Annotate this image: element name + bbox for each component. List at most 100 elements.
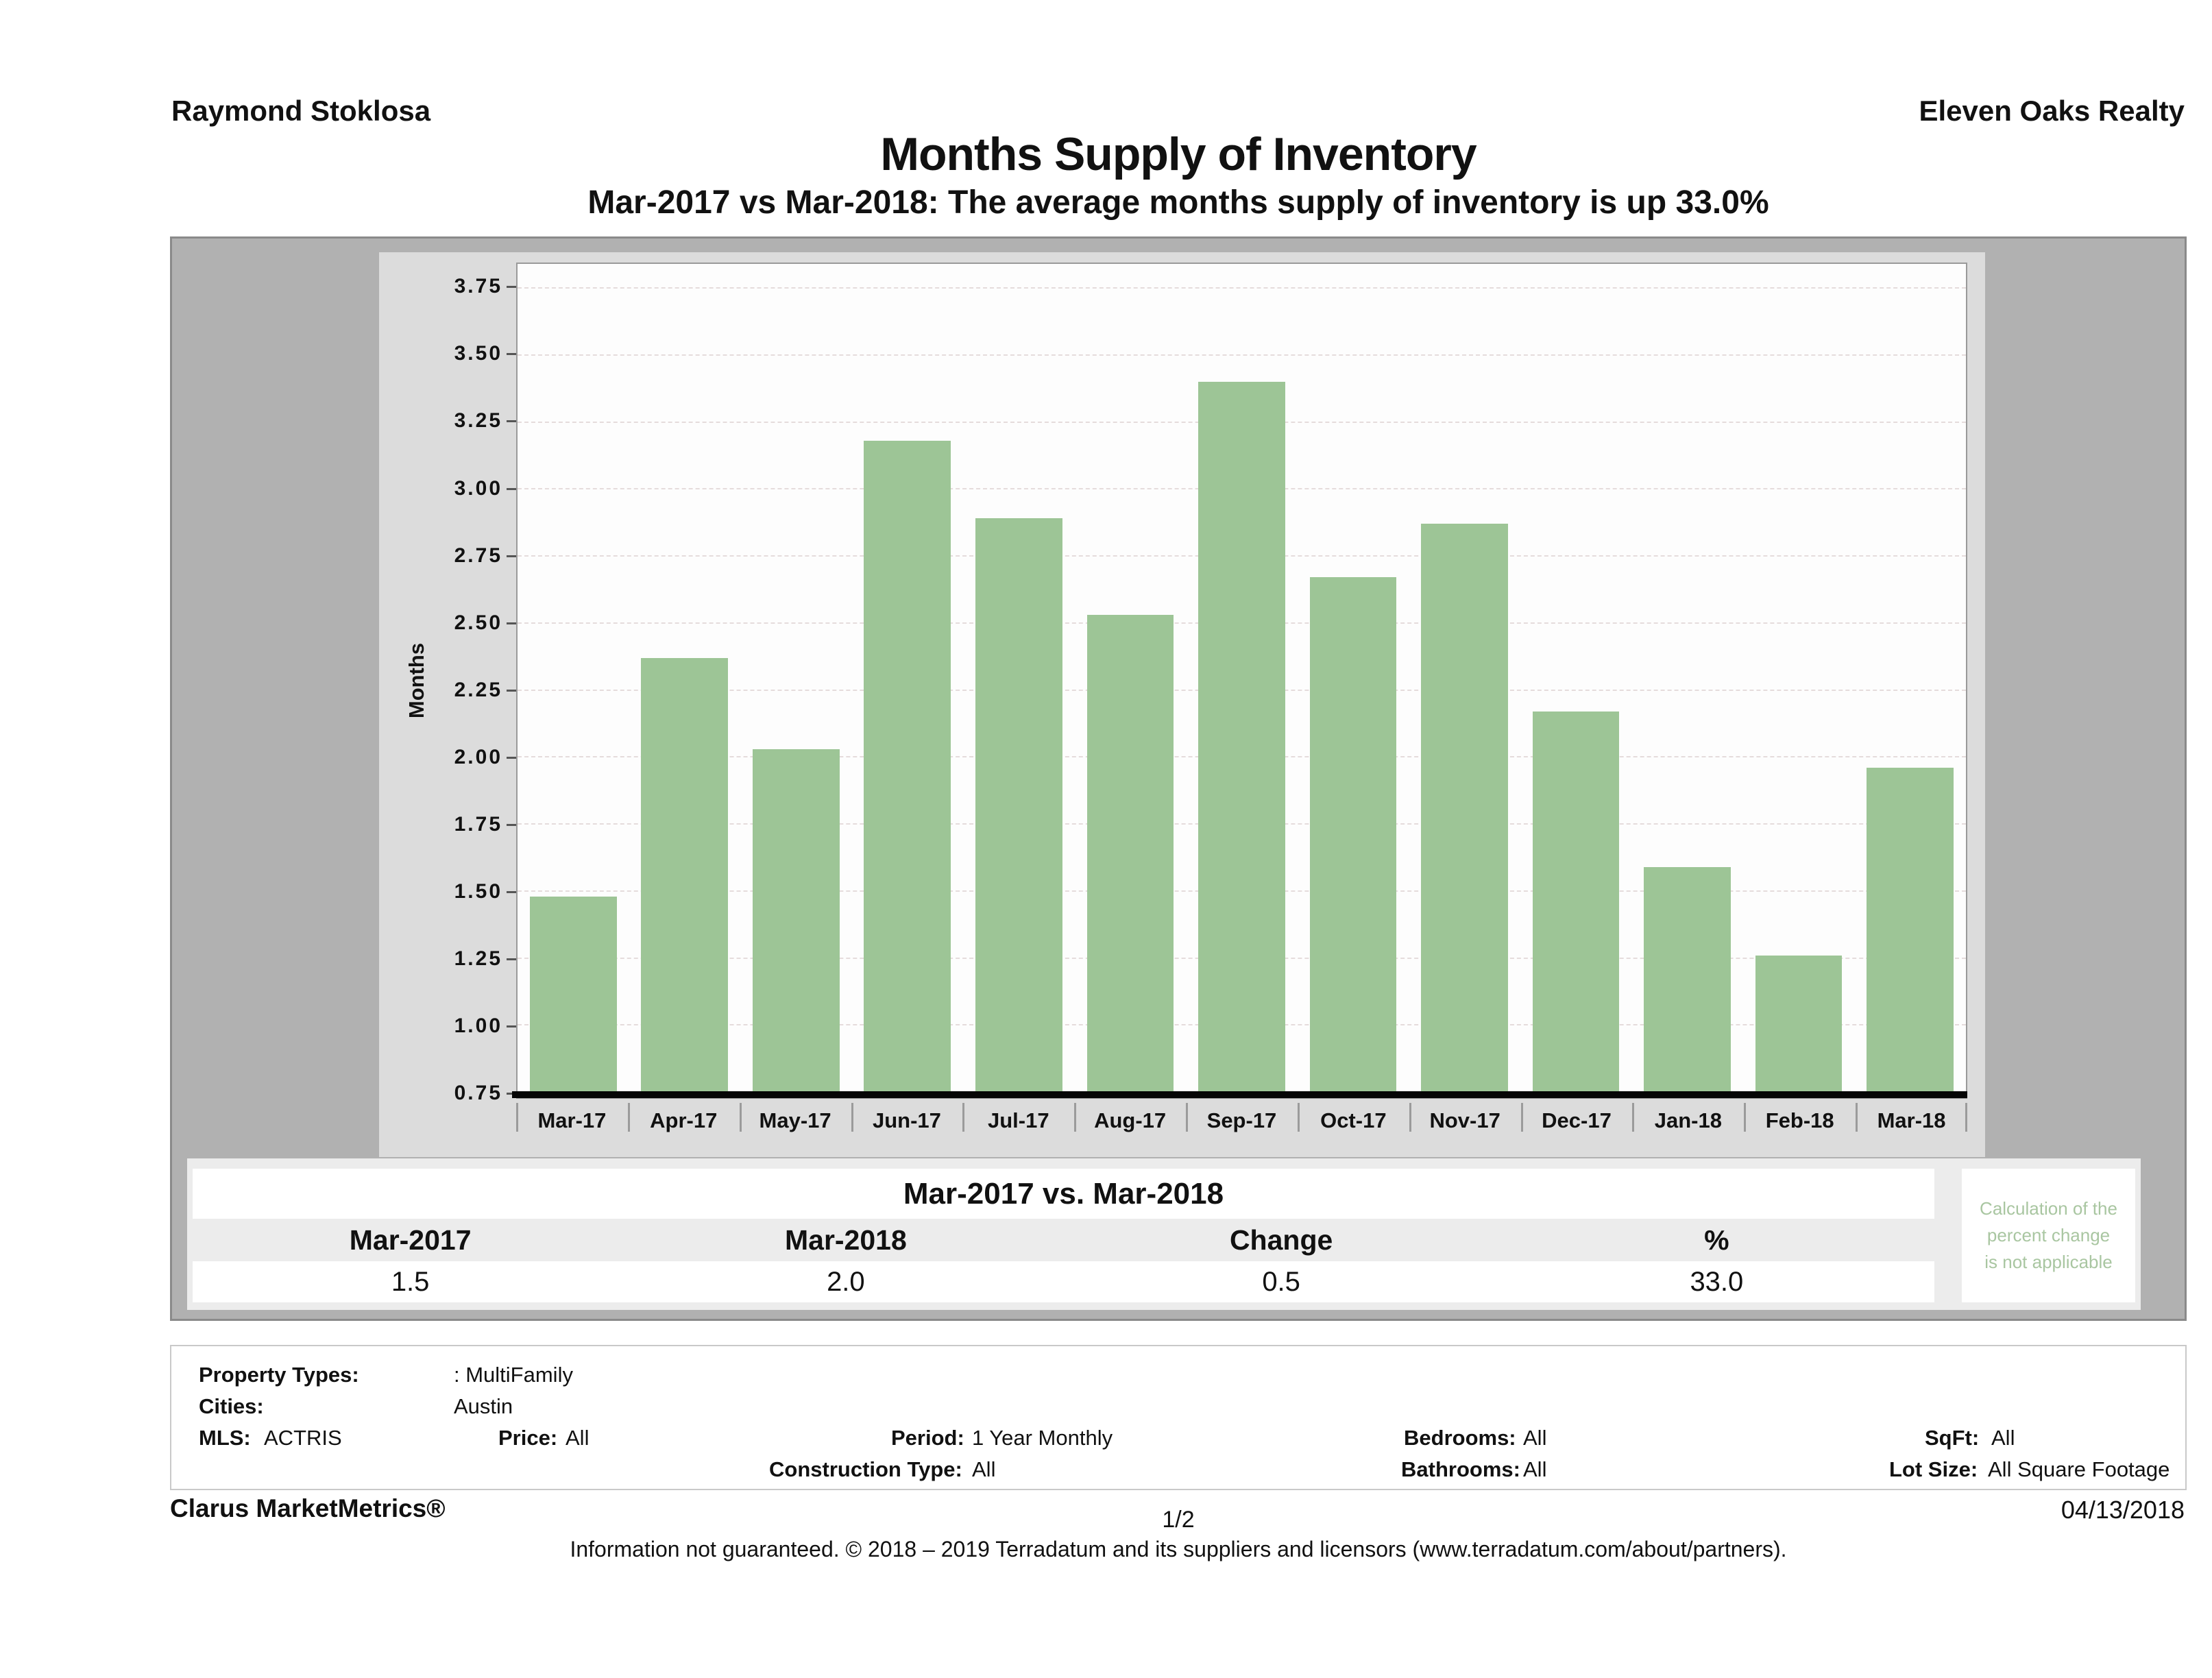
bar-Oct-17 (1309, 577, 1397, 1097)
filter-value: 1 Year Monthly (972, 1426, 1113, 1450)
x-axis-line (512, 1091, 1967, 1098)
x-tick-separator (1632, 1103, 1635, 1132)
x-tick-separator (1186, 1103, 1189, 1132)
bar-slot (963, 264, 1075, 1097)
filter-value: ACTRIS (264, 1426, 342, 1450)
table-header-cell: Mar-2017 (349, 1224, 472, 1256)
x-tick-label: Mar-18 (1877, 1108, 1946, 1132)
gridline (518, 287, 1966, 289)
x-tick-label: Jun-17 (872, 1108, 941, 1132)
bar-Apr-17 (641, 657, 729, 1097)
x-tick-label: Nov-17 (1429, 1108, 1500, 1132)
x-tick-label: Jan-18 (1654, 1108, 1722, 1132)
bar-Mar-17 (529, 896, 617, 1097)
table-header-row: Mar-2017 Mar-2018 Change% (193, 1219, 1934, 1261)
comparison-table: Mar-2017 vs. Mar-2018 Mar-2017 Mar-2018 Ch… (187, 1158, 2141, 1310)
filter-label: Property Types: (199, 1363, 359, 1387)
x-axis-label-strip: Mar-17 Apr-17 May-17 Jun-17 Jul-17 Aug-17 Sep-… (516, 1100, 1967, 1144)
filter-label: Lot Size: (1889, 1457, 1978, 1481)
x-tick-label: Oct-17 (1320, 1108, 1387, 1132)
x-tick-label: Jul-17 (987, 1108, 1049, 1132)
x-tick-separator (851, 1103, 853, 1132)
filter-label: Bedrooms: (1404, 1426, 1516, 1450)
y-tick-label: 0.75 (454, 1082, 502, 1105)
y-tick-mark (507, 487, 516, 490)
footer-brand: Clarus MarketMetrics® (170, 1494, 446, 1522)
footer-page-number: 1/2 (1162, 1507, 1195, 1533)
bar-Sep-17 (1198, 382, 1285, 1097)
table-value-cell: 2.0 (827, 1267, 865, 1297)
bar-slot (1075, 264, 1187, 1097)
x-tick-separator (1409, 1103, 1411, 1132)
y-tick-label: 2.25 (454, 678, 502, 701)
y-tick-mark (507, 286, 516, 289)
filter-label: Period: (891, 1426, 964, 1450)
bar-slot (1743, 264, 1855, 1097)
y-tick-mark (507, 689, 516, 692)
filter-label: Bathrooms: (1401, 1457, 1520, 1481)
y-tick-mark (507, 353, 516, 356)
y-tick-mark (507, 958, 516, 960)
percent-note-line: is not applicable (1984, 1252, 2113, 1272)
bar-slot (852, 264, 964, 1097)
x-tick-separator (516, 1103, 518, 1132)
x-tick-label: May-17 (759, 1108, 831, 1132)
x-tick-label: Mar-17 (537, 1108, 607, 1132)
chart-inner-panel: Months 0.75 1.00 1.25 1.50 1.75 2.00 2.25 2.50 2… (379, 252, 1985, 1157)
y-tick-mark (507, 622, 516, 624)
filter-label: Price: (498, 1426, 558, 1450)
y-tick-label: 1.75 (454, 812, 502, 836)
y-tick-label: 1.25 (454, 947, 502, 970)
page-title: Months Supply of Inventory (880, 128, 1476, 180)
filter-value: All (1523, 1426, 1547, 1450)
bar-slot (1631, 264, 1743, 1097)
footer-date: 04/13/2018 (2061, 1496, 2185, 1524)
percent-note-line: percent change (1986, 1225, 2111, 1245)
y-tick-label: 2.00 (454, 745, 502, 768)
bar-Jul-17 (975, 518, 1062, 1097)
gridline (518, 354, 1966, 356)
filter-value: All Square Footage (1988, 1457, 2170, 1481)
plot-area (512, 263, 1967, 1099)
bar-Mar-18 (1867, 768, 1954, 1097)
y-tick-mark (507, 890, 516, 893)
x-tick-separator (1074, 1103, 1077, 1132)
x-tick-separator (1965, 1103, 1967, 1132)
y-tick-label: 3.00 (454, 476, 502, 500)
filter-value: Austin (454, 1394, 513, 1418)
x-tick-separator (739, 1103, 742, 1132)
y-tick-label: 1.50 (454, 879, 502, 903)
y-tick-label: 2.50 (454, 611, 502, 634)
x-tick-separator (1744, 1103, 1747, 1132)
bars-row (518, 264, 1966, 1097)
filters-panel: Property Types: : MultiFamily Cities: Au… (170, 1345, 2187, 1490)
x-tick-label: Apr-17 (650, 1108, 718, 1132)
percent-note-line: Calculation of the (1980, 1198, 2117, 1219)
x-tick-separator (1520, 1103, 1523, 1132)
table-header-cell: Change (1229, 1224, 1333, 1256)
bar-slot (1854, 264, 1966, 1097)
table-header-cell: % (1704, 1224, 1729, 1256)
bar-slot (740, 264, 852, 1097)
y-tick-mark (507, 420, 516, 423)
table-value-cell: 33.0 (1690, 1267, 1744, 1297)
bar-Feb-18 (1755, 955, 1843, 1097)
bar-Aug-17 (1086, 615, 1174, 1097)
bar-May-17 (752, 749, 840, 1097)
y-tick-mark (507, 1025, 516, 1028)
y-tick-mark (507, 555, 516, 557)
chart-container: Months 0.75 1.00 1.25 1.50 1.75 2.00 2.25 2.50 2… (170, 236, 2187, 1321)
filter-value: All (972, 1457, 996, 1481)
bar-slot (518, 264, 629, 1097)
bar-slot (1186, 264, 1298, 1097)
percent-note: Calculation of the percent change is not a… (1962, 1169, 2135, 1302)
y-tick-mark (507, 823, 516, 826)
bar-slot (1520, 264, 1632, 1097)
bar-slot (1298, 264, 1409, 1097)
x-tick-separator (627, 1103, 630, 1132)
bar-slot (1409, 264, 1520, 1097)
y-tick-label: 1.00 (454, 1014, 502, 1038)
filter-value: All (566, 1426, 590, 1450)
x-tick-separator (1856, 1103, 1858, 1132)
filter-label: Construction Type: (769, 1457, 962, 1481)
